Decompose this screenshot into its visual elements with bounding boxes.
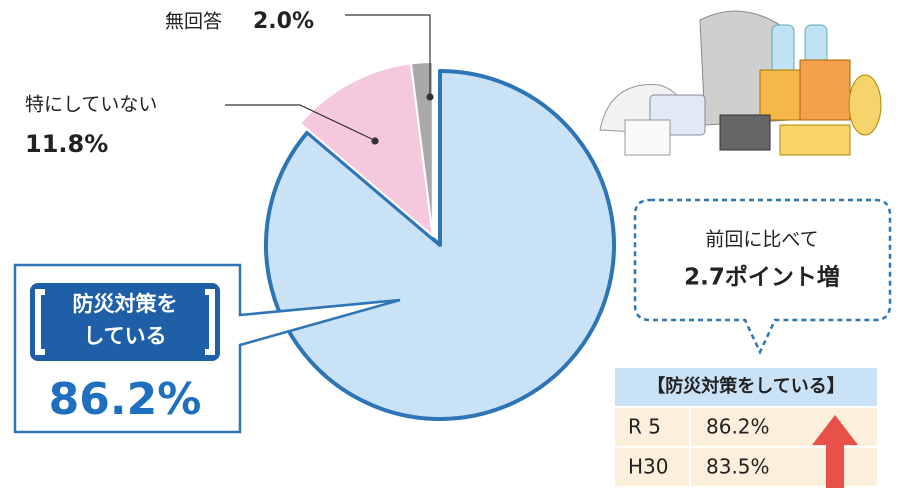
value-label: 11.8% [25, 130, 108, 158]
table-title: 【防災対策をしている】 [647, 375, 844, 397]
annotation: 2.7ポイント増 [684, 264, 840, 291]
table-cell: 86.2% [706, 415, 770, 439]
label: 特にしていない [25, 94, 157, 116]
pie [266, 62, 614, 419]
table-cell: R 5 [628, 415, 661, 439]
label-wrap: 防災対策をしている [55, 288, 195, 358]
table-cell: H30 [628, 455, 669, 479]
annotation: 前回に比べて [705, 229, 818, 251]
value-label: 2.0% [253, 9, 314, 34]
label: 防災対策をしている [69, 288, 181, 352]
label: 無回答 [165, 11, 222, 33]
value-label: 86.2% [49, 374, 202, 425]
chart: 無回答 2.0% 特にしていない 11.8% 防災対策をしている 86.2% 前… [0, 0, 900, 495]
illustration [600, 11, 881, 155]
table-cell: 83.5% [706, 455, 770, 479]
